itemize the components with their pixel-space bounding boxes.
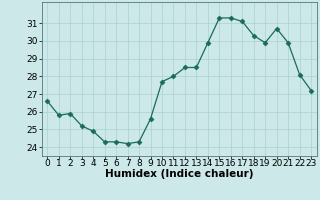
X-axis label: Humidex (Indice chaleur): Humidex (Indice chaleur)	[105, 169, 253, 179]
